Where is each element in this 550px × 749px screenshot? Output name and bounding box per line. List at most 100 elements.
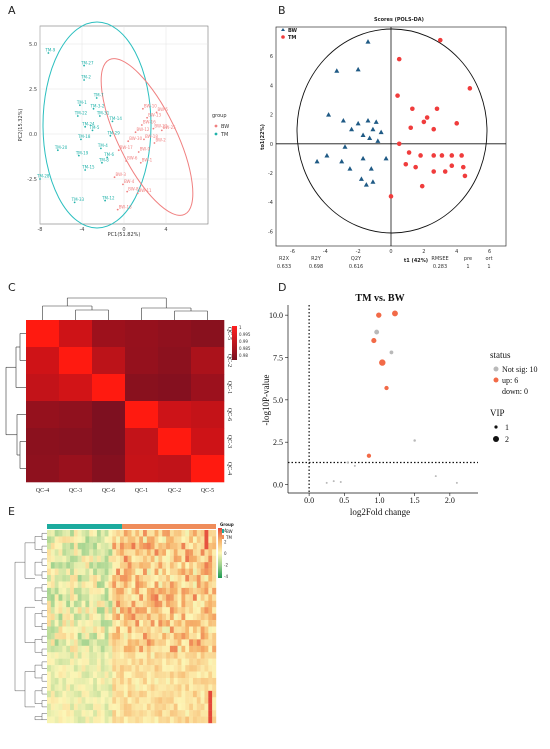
opls-axes-layer [276, 27, 506, 246]
pca-point-tm [91, 129, 94, 132]
metabolite-cell [108, 555, 113, 563]
metabolite-cell [89, 690, 94, 698]
metabolite-cell [139, 530, 144, 537]
heatmap-colorbar-ticks: 420-2-4 [224, 528, 228, 579]
opls-point-tm [388, 194, 394, 199]
heatmap-colorbar-tick: -4 [224, 574, 228, 579]
metabolite-cell [208, 562, 213, 569]
metabolite-cell [169, 665, 174, 672]
metabolite-cell [135, 581, 140, 589]
metabolite-cell [81, 632, 86, 640]
metabolite-cell [93, 530, 98, 537]
pca-point-tm [92, 107, 95, 110]
volcano-status-title: status [490, 350, 511, 360]
metabolite-cell [150, 639, 155, 646]
metabolite-cell [131, 671, 136, 679]
volcano-x-tick: 1.0 [374, 496, 384, 505]
pca-points-layer: TM-9TM-27TM-2TM-1TM-3-2TM-22TM-7TM-31TM-… [36, 48, 176, 211]
metabolite-cell [73, 658, 78, 666]
metabolite-cell [62, 626, 67, 634]
pca-point-bw [125, 160, 127, 162]
metabolite-cell [162, 652, 167, 659]
metabolite-cell [108, 671, 113, 679]
metabolite-cell [135, 658, 140, 666]
metabolite-cell [77, 697, 82, 704]
correlation-cell [92, 455, 126, 483]
metabolite-cell [119, 658, 125, 666]
metabolite-cell [150, 555, 155, 563]
metabolite-cell [131, 620, 136, 627]
correlation-col-label: QC-5 [201, 488, 214, 494]
metabolite-cell [108, 710, 113, 717]
metabolite-cell [85, 575, 90, 582]
metabolite-cell [116, 665, 121, 672]
metabolite-cell [127, 684, 132, 692]
metabolite-cell [104, 562, 109, 569]
metabolite-cell [204, 690, 209, 698]
metabolite-cell [143, 575, 148, 582]
heatmap-legend-bw: BW [226, 529, 233, 534]
metabolite-cell [104, 555, 109, 563]
metabolite-cell [119, 562, 125, 569]
metabolite-cell [169, 562, 174, 569]
metabolite-cell [208, 581, 213, 589]
metabolite-cell [93, 716, 98, 724]
metabolite-cell [166, 677, 171, 685]
metabolite-cell [158, 620, 163, 627]
volcano-x-tick: 2.0 [445, 496, 455, 505]
metabolite-cell [154, 607, 159, 614]
metabolite-cell [131, 555, 136, 563]
metabolite-cell [196, 677, 201, 685]
metabolite-cell [58, 710, 63, 717]
pca-point-label-tm: TM-19 [75, 150, 89, 155]
metabolite-cell [62, 536, 67, 544]
metabolite-cell [181, 542, 186, 550]
metabolite-cell [112, 671, 117, 679]
opls-x-tick: -6 [290, 249, 295, 255]
opls-point-bw [360, 155, 366, 161]
metabolite-cell [185, 716, 190, 724]
metabolite-cell [196, 581, 201, 589]
metabolite-cell [54, 555, 59, 563]
pca-ellipse-tm [42, 21, 152, 229]
metabolite-cell [58, 549, 63, 556]
metabolite-cell [192, 568, 197, 576]
metabolite-cell [127, 542, 132, 550]
correlation-cell [191, 428, 225, 456]
opls-point-tm [431, 126, 437, 132]
metabolite-cell [154, 703, 159, 711]
metabolite-cell [212, 645, 217, 653]
metabolite-cell [192, 536, 197, 544]
metabolite-cell [50, 632, 55, 640]
metabolite-cell [181, 536, 186, 544]
volcano-point-notsig [374, 329, 380, 335]
metabolite-cell [143, 587, 148, 595]
metabolite-cell [189, 710, 194, 717]
metabolite-cell [143, 549, 148, 556]
metabolite-cell [116, 626, 121, 634]
metabolite-cell [70, 536, 75, 544]
pca-x-tick: -8 [38, 227, 43, 233]
metabolite-cell [150, 690, 155, 698]
metabolite-cell [96, 710, 101, 717]
pca-point-label-tm: TM-20 [54, 145, 68, 150]
correlation-col-label: QC-2 [168, 488, 181, 494]
metabolite-cell [58, 530, 63, 537]
metabolite-cell [62, 620, 67, 627]
metabolite-cell [212, 639, 217, 646]
metabolite-cell [104, 542, 109, 550]
metabolite-cell [104, 613, 109, 621]
metabolite-cell [89, 632, 94, 640]
metabolite-cell [104, 587, 109, 595]
metabolite-cell [192, 555, 197, 563]
metabolite-cell [135, 549, 140, 556]
metabolite-cell [123, 632, 128, 640]
metabolite-cell [119, 542, 125, 550]
metabolite-cell [135, 594, 140, 601]
metabolite-cell [73, 677, 78, 685]
opls-point-bw [370, 126, 376, 132]
metabolite-cell [77, 716, 82, 724]
volcano-vip-2: 2 [505, 435, 509, 444]
metabolite-cell [196, 542, 201, 550]
metabolite-cell [154, 530, 159, 537]
